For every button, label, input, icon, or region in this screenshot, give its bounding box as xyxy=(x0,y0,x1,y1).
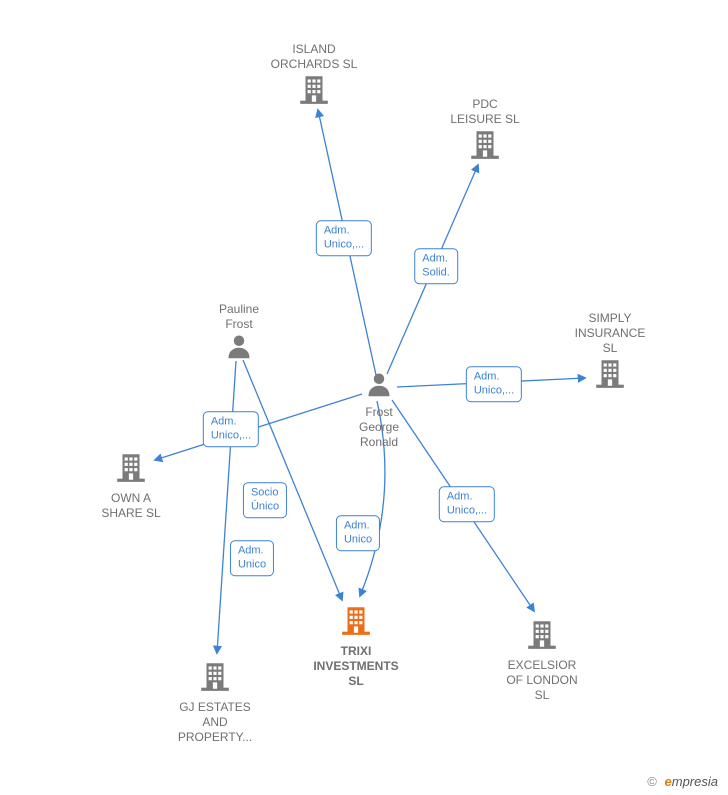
edge-label-frost-pdc: Adm.Solid. xyxy=(414,248,458,284)
node-island[interactable]: ISLANDORCHARDS SL xyxy=(259,42,369,113)
person-icon xyxy=(365,370,393,398)
edge-label-frost-excelsior: Adm.Unico,... xyxy=(439,486,495,522)
network-diagram: FrostGeorgeRonald PaulineFrost ISLANDORCH… xyxy=(0,0,728,795)
node-label: PaulineFrost xyxy=(184,302,294,332)
node-own[interactable]: OWN ASHARE SL xyxy=(76,450,186,521)
building-icon xyxy=(297,72,331,106)
node-label: GJ ESTATESANDPROPERTY... xyxy=(160,700,270,745)
brand-initial: e xyxy=(665,774,672,789)
node-simply[interactable]: SIMPLYINSURANCESL xyxy=(555,311,665,397)
building-icon xyxy=(114,450,148,484)
node-label: SIMPLYINSURANCESL xyxy=(555,311,665,356)
node-label: OWN ASHARE SL xyxy=(76,491,186,521)
edge-label-frost-own: Adm.Unico,... xyxy=(203,411,259,447)
building-icon xyxy=(468,127,502,161)
node-pdc[interactable]: PDCLEISURE SL xyxy=(430,97,540,168)
node-label: FrostGeorgeRonald xyxy=(324,405,434,450)
edge-label-pauline-trixi: SocioÚnico xyxy=(243,482,287,518)
building-icon xyxy=(198,659,232,693)
node-label: PDCLEISURE SL xyxy=(430,97,540,127)
node-trixi[interactable]: TRIXIINVESTMENTSSL xyxy=(301,603,411,689)
copyright-symbol: © xyxy=(647,774,657,789)
edge-label-frost-trixi: Adm.Unico xyxy=(336,515,380,551)
edge-label-frost-island: Adm.Unico,... xyxy=(316,220,372,256)
edge-label-pauline-gj: Adm.Unico xyxy=(230,540,274,576)
node-gj[interactable]: GJ ESTATESANDPROPERTY... xyxy=(160,659,270,745)
node-pauline[interactable]: PaulineFrost xyxy=(184,302,294,367)
node-label: ISLANDORCHARDS SL xyxy=(259,42,369,72)
node-label: TRIXIINVESTMENTSSL xyxy=(301,644,411,689)
watermark: © empresia xyxy=(647,774,718,789)
edge-pauline-gj xyxy=(217,361,236,653)
node-label: EXCELSIOROF LONDONSL xyxy=(487,658,597,703)
node-frost[interactable]: FrostGeorgeRonald xyxy=(324,370,434,450)
edge-label-frost-simply: Adm.Unico,... xyxy=(466,366,522,402)
brand-rest: mpresia xyxy=(672,774,718,789)
building-icon xyxy=(525,617,559,651)
building-icon xyxy=(339,603,373,637)
person-icon xyxy=(225,332,253,360)
node-excelsior[interactable]: EXCELSIOROF LONDONSL xyxy=(487,617,597,703)
building-icon xyxy=(593,356,627,390)
